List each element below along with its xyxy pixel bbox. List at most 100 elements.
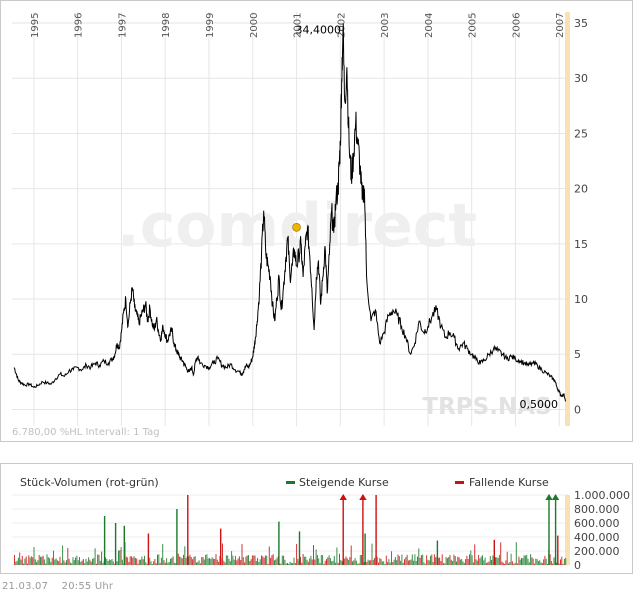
volume-current-highlight	[565, 495, 570, 565]
volume-bar	[374, 558, 376, 565]
volume-bar	[454, 556, 456, 565]
volume-bar	[99, 560, 101, 565]
x-tick-label: 1995	[30, 13, 41, 38]
volume-bar	[535, 558, 537, 565]
volume-bar	[510, 553, 512, 565]
volume-bar	[502, 562, 504, 565]
volume-bar	[418, 548, 420, 565]
volume-bar	[134, 557, 136, 565]
volume-bar	[64, 562, 66, 565]
volume-bar	[241, 544, 243, 565]
volume-bar	[340, 559, 342, 565]
volume-spike	[220, 528, 222, 565]
volume-bar	[426, 555, 428, 565]
volume-bar	[371, 543, 373, 565]
volume-bar	[153, 561, 155, 565]
volume-bar	[449, 555, 451, 565]
volume-bar	[245, 556, 247, 565]
volume-bar	[283, 555, 285, 565]
volume-bar	[560, 559, 561, 565]
volume-bar	[196, 562, 197, 565]
volume-bar	[251, 555, 253, 565]
volume-y-tick-label: 200.000	[574, 545, 620, 558]
volume-spike	[103, 516, 106, 565]
x-tick-label: 1996	[74, 13, 85, 38]
volume-bar	[19, 552, 21, 565]
volume-bar	[170, 558, 171, 565]
volume-bar	[185, 557, 187, 565]
volume-spike	[362, 495, 364, 565]
volume-bar	[385, 555, 387, 565]
volume-bar	[565, 558, 567, 565]
volume-bar	[262, 556, 264, 565]
volume-bar	[250, 559, 252, 565]
volume-bar	[450, 559, 452, 565]
volume-bar	[254, 555, 256, 565]
volume-bar	[14, 555, 15, 565]
volume-bar	[271, 555, 273, 565]
min-value-label: 0,5000	[520, 398, 559, 411]
volume-bar	[270, 557, 272, 565]
volume-bar	[190, 557, 192, 565]
volume-bar	[327, 557, 329, 565]
volume-bar	[84, 563, 86, 565]
volume-bar	[192, 559, 194, 565]
volume-bar	[444, 563, 446, 565]
volume-bar	[526, 554, 528, 565]
volume-bar	[114, 563, 116, 565]
volume-bar	[214, 559, 216, 565]
volume-bar	[322, 555, 324, 565]
volume-bar	[366, 561, 368, 565]
volume-bar	[79, 557, 80, 565]
volume-bar	[211, 557, 213, 565]
volume-bar	[539, 560, 541, 565]
volume-bar	[457, 556, 459, 565]
y-tick-label: 30	[574, 72, 588, 85]
volume-bar	[402, 562, 404, 565]
x-tick-label: 2002	[336, 13, 347, 38]
volume-bar	[331, 561, 333, 565]
volume-bar	[17, 557, 19, 565]
volume-bar	[137, 563, 139, 565]
volume-bar	[189, 554, 191, 565]
volume-bar	[350, 545, 352, 565]
volume-bar	[159, 562, 161, 565]
volume-bar	[476, 560, 478, 565]
volume-bar	[388, 559, 390, 565]
volume-bar	[296, 543, 298, 565]
volume-bar	[266, 555, 268, 565]
volume-bar	[281, 555, 283, 565]
volume-bar	[479, 558, 481, 565]
volume-bar	[528, 562, 530, 565]
volume-bar	[472, 562, 474, 565]
volume-bar	[102, 563, 104, 565]
volume-bar	[199, 563, 201, 565]
volume-spike	[436, 540, 439, 565]
volume-bar	[410, 559, 412, 565]
volume-bar	[56, 560, 58, 565]
legend-down-label: Fallende Kurse	[469, 476, 549, 489]
volume-bar	[216, 559, 218, 565]
volume-spike	[278, 521, 280, 565]
volume-bar	[218, 561, 220, 565]
volume-bar	[179, 556, 181, 565]
volume-bar	[431, 554, 433, 565]
x-tick-label: 2007	[555, 13, 566, 38]
volume-bar	[15, 561, 17, 565]
volume-y-tick-label: 0	[574, 559, 581, 572]
volume-bar	[541, 563, 543, 565]
volume-bar	[47, 557, 49, 565]
volume-bar	[228, 558, 230, 565]
volume-bar	[93, 558, 95, 565]
volume-bar	[128, 562, 130, 565]
volume-bar	[202, 557, 204, 565]
volume-bar	[50, 561, 52, 565]
volume-bar	[518, 556, 520, 565]
volume-bar	[487, 562, 489, 565]
volume-bar	[301, 562, 303, 565]
volume-bar	[550, 561, 552, 565]
price-chart: .comdirect TRPS.NAS 1995 1996 1997 1998 1999…	[0, 0, 633, 442]
volume-bar	[466, 555, 468, 565]
volume-bar	[175, 563, 177, 565]
volume-bar	[492, 555, 494, 565]
